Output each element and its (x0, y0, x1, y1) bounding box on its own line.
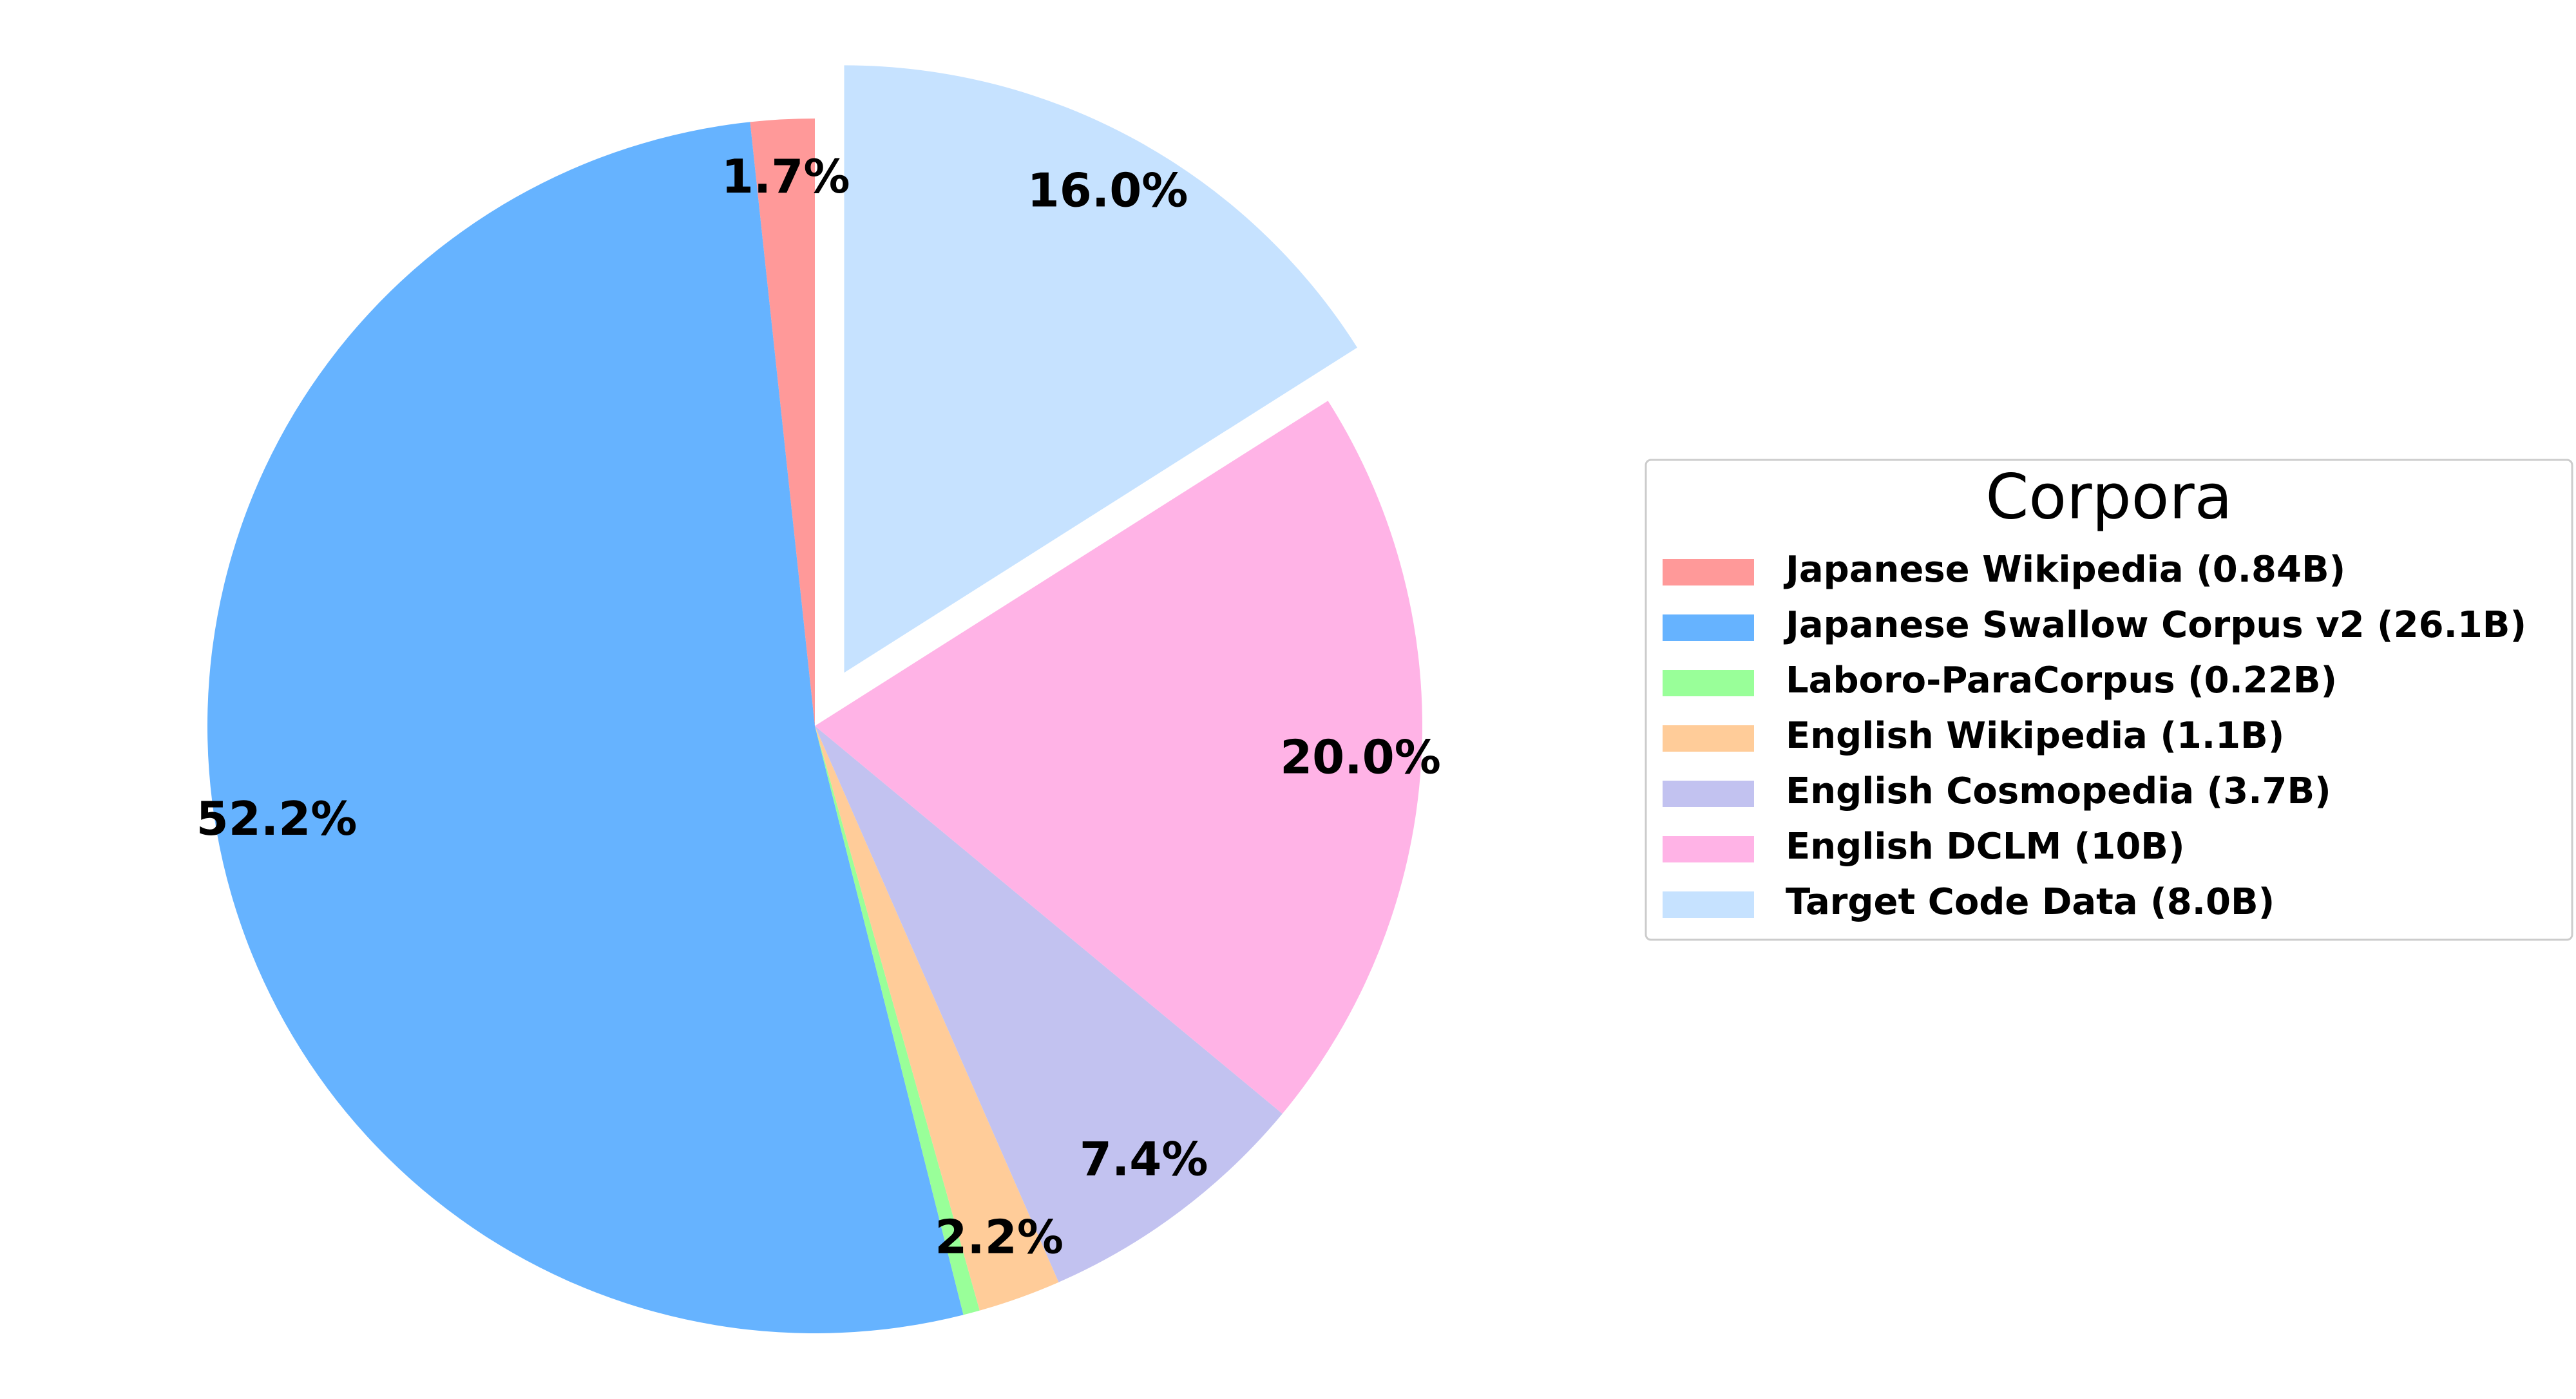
legend-swatch (1663, 781, 1754, 807)
legend-label: Japanese Wikipedia (0.84B) (1783, 549, 2345, 591)
pie-labels: 1.7% 52.2% 2.2% 7.4% 20.0% 16.0% (196, 149, 1441, 1264)
pie-slice (750, 119, 815, 726)
legend-label: English DCLM (10B) (1786, 826, 2185, 868)
pie-slice (815, 726, 1059, 1311)
legend-swatch (1663, 836, 1754, 862)
pie (207, 65, 1423, 1333)
legend-title: Corpora (1985, 461, 2232, 533)
slice-label: 20.0% (1280, 730, 1441, 785)
legend-frame (1645, 459, 2573, 941)
pie-slice (207, 122, 964, 1333)
pie-slice (844, 65, 1357, 673)
pie-slice (815, 726, 980, 1315)
slice-label: 7.4% (1080, 1132, 1208, 1186)
legend-label: Laboro-ParaCorpus (0.22B) (1786, 660, 2337, 701)
legend-label: English Wikipedia (1.1B) (1786, 715, 2284, 757)
slice-label: 16.0% (1027, 163, 1188, 217)
pie-slice (815, 401, 1423, 1114)
legend-label: Target Code Data (8.0B) (1786, 881, 2275, 923)
legend-label: Japanese Swallow Corpus v2 (26.1B) (1783, 604, 2526, 646)
legend-label: English Cosmopedia (3.7B) (1786, 770, 2331, 812)
slice-label: 52.2% (196, 792, 358, 846)
legend: Corpora Japanese Wikipedia (0.84B) Japane… (1645, 459, 2573, 941)
slice-label: 2.2% (935, 1210, 1064, 1264)
legend-swatch (1663, 614, 1754, 641)
pie-slice (815, 726, 1283, 1282)
legend-swatch (1663, 559, 1754, 585)
legend-swatch (1663, 670, 1754, 696)
legend-swatch (1663, 891, 1754, 918)
legend-swatch (1663, 725, 1754, 752)
slice-label: 1.7% (721, 149, 850, 204)
